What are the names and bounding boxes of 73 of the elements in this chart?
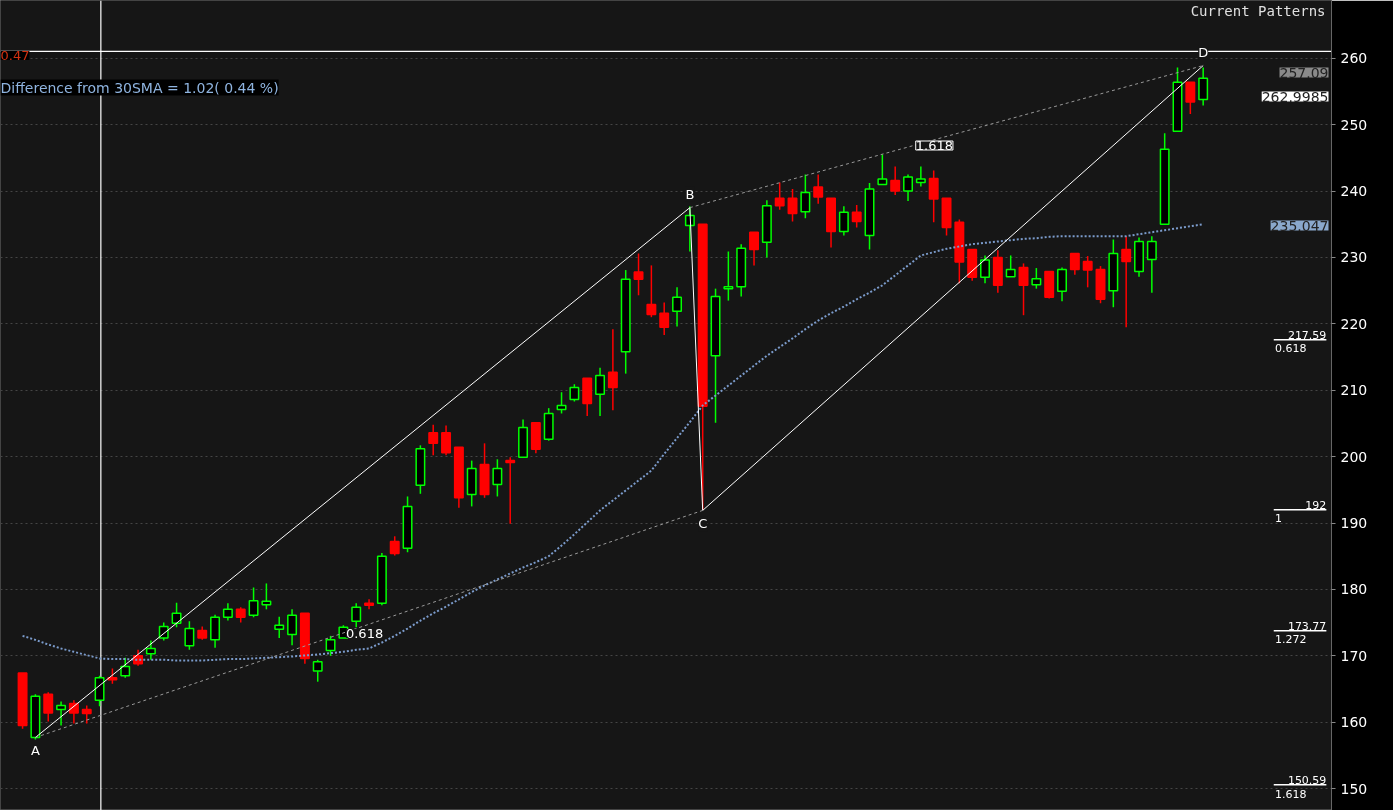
candlestick <box>222 602 233 622</box>
text: 1.618 <box>1275 787 1307 801</box>
candlestick <box>992 249 1003 294</box>
candlestick <box>607 328 618 411</box>
candlestick <box>1044 270 1055 299</box>
ref-line-label: 217.59 <box>1287 328 1327 342</box>
candlestick <box>659 301 670 336</box>
data-label: C <box>698 516 708 532</box>
candlestick <box>1134 236 1144 278</box>
annotation: 0.618 <box>345 626 384 641</box>
candlestick <box>287 608 298 646</box>
candlestick <box>1069 252 1080 276</box>
candlestick <box>761 199 772 259</box>
text: Current Patterns <box>1190 2 1326 19</box>
candlestick <box>530 422 541 455</box>
candlestick <box>877 153 888 186</box>
ref-line-label: 173.77 <box>1287 619 1327 633</box>
text: 257.09 <box>1279 64 1329 81</box>
text: 0.618 <box>1275 341 1307 355</box>
annotation: 1.618 <box>915 138 953 153</box>
data-label: D <box>1198 44 1209 60</box>
candlestick <box>364 598 375 611</box>
candlestick <box>145 639 156 661</box>
y-tick-label: 230 <box>1340 249 1368 266</box>
data-label: B <box>685 186 695 202</box>
candlestick <box>56 700 67 727</box>
candlestick <box>967 248 978 282</box>
data-label: A <box>30 743 40 759</box>
candlestick <box>1057 266 1067 303</box>
candlestick <box>43 691 54 723</box>
annotation: 0.47 <box>0 48 30 63</box>
y-tick-label: 180 <box>1340 581 1368 598</box>
y-tick-label: 210 <box>1340 382 1368 399</box>
candlestick <box>826 197 837 249</box>
text: Difference from 30SMA = 1.02( 0.44 %) <box>0 79 279 96</box>
candlestick <box>890 165 901 196</box>
y-tick-label: 170 <box>1340 647 1368 664</box>
candlestick <box>453 446 464 509</box>
candlestick <box>518 418 529 459</box>
y-tick-label: 200 <box>1340 448 1368 465</box>
candlestick <box>672 286 683 328</box>
y-tick-label: 190 <box>1340 515 1368 532</box>
candlestick <box>813 173 824 205</box>
ref-line-label: 192 <box>1305 498 1327 512</box>
text: 235.047 <box>1270 217 1329 234</box>
candlestick <box>595 366 606 417</box>
candlestick <box>749 231 760 267</box>
y-tick-label: 240 <box>1340 183 1368 200</box>
y-tick-label: 260 <box>1340 50 1368 67</box>
text: 1 <box>1275 511 1283 525</box>
y-tick-label: 150 <box>1340 780 1368 797</box>
candlestick <box>582 377 593 417</box>
candlestick <box>351 602 362 628</box>
candlestick <box>1146 235 1157 294</box>
ref-line-label: 150.59 <box>1287 773 1327 787</box>
text: 262.9985 <box>1261 88 1329 105</box>
candlestick <box>505 456 516 525</box>
candlestick <box>274 615 285 639</box>
candlestick <box>903 173 914 202</box>
candlestick <box>1121 235 1132 328</box>
y-tick-label: 160 <box>1340 714 1368 731</box>
y-tick-label: 250 <box>1340 116 1368 133</box>
candlestick <box>441 424 452 457</box>
candlestick <box>428 424 439 457</box>
candlestick <box>980 254 990 285</box>
candlestick <box>915 165 926 188</box>
candlestick <box>1198 66 1209 107</box>
candlestick <box>838 205 849 237</box>
text: 1.272 <box>1275 632 1307 646</box>
y-tick-label: 220 <box>1340 315 1368 332</box>
candlestick <box>210 613 221 649</box>
candlestick <box>299 612 310 665</box>
candlestick <box>736 243 747 298</box>
